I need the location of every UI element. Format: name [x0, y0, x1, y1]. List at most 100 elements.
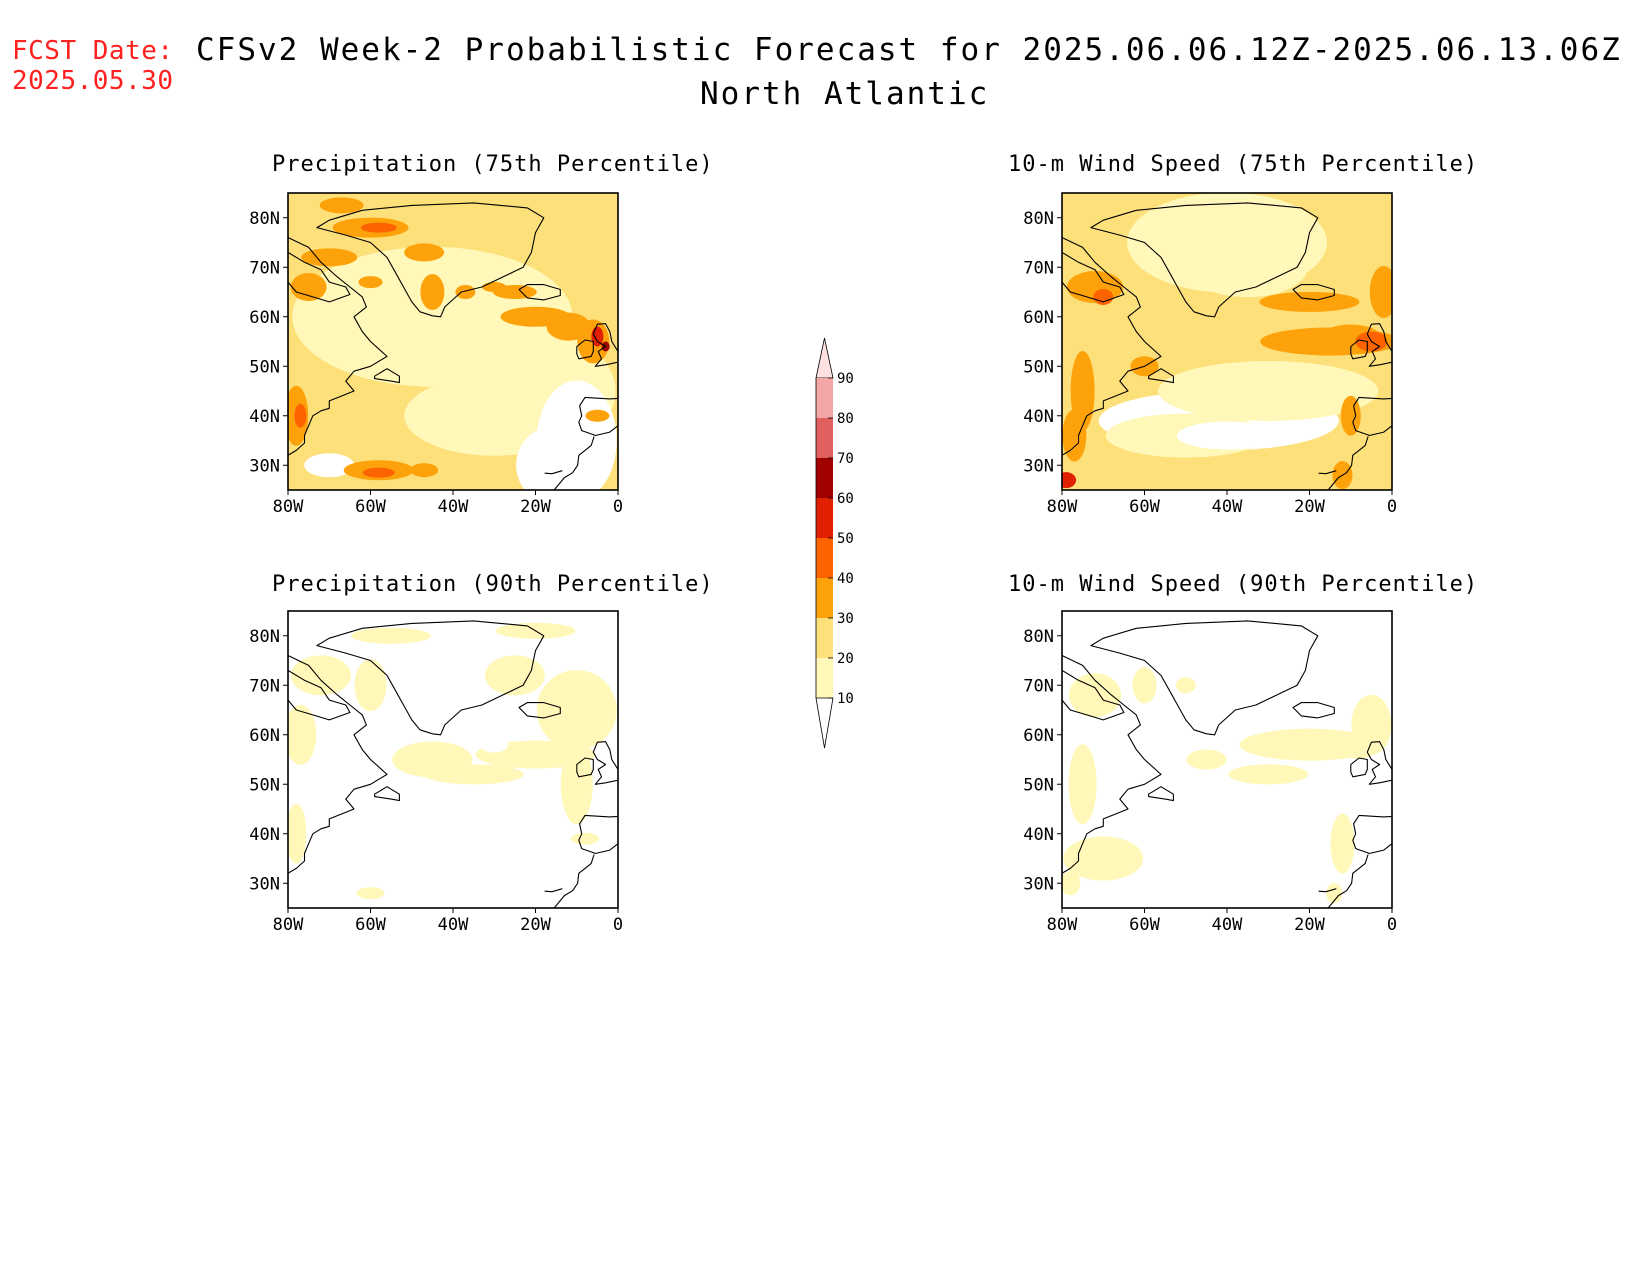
coastline-greenland: [316, 620, 545, 736]
probability-contour: [560, 744, 593, 825]
probability-contour: [1132, 667, 1157, 704]
coastline-baffin: [1062, 669, 1125, 721]
probability-contour: [354, 659, 387, 712]
coastline-ireland: [576, 339, 594, 360]
coastline-ireland: [1350, 339, 1368, 360]
lat-tick-label: 60N: [1023, 726, 1054, 746]
probability-contour: [571, 832, 599, 845]
probability-contour: [301, 248, 358, 267]
probability-contour: [410, 463, 439, 478]
coastline-canaries: [544, 470, 563, 475]
probability-contour: [358, 276, 383, 289]
coastline-africa: [553, 436, 595, 490]
probability-contour: [360, 222, 397, 233]
probability-contour: [1340, 395, 1361, 436]
coastline-iberia: [578, 396, 618, 437]
probability-contour: [420, 274, 445, 310]
colorbar-segment: [816, 418, 833, 458]
lat-tick-label: 80N: [249, 209, 280, 229]
probability-contour: [423, 764, 524, 785]
lat-tick-label: 70N: [249, 676, 280, 696]
probability-contour: [404, 243, 445, 262]
lon-tick-label: 0: [613, 497, 623, 517]
probability-contour: [362, 467, 395, 478]
coastline-ireland: [576, 757, 594, 778]
coastline-africa: [553, 854, 595, 908]
lat-tick-label: 80N: [249, 627, 280, 647]
lat-tick-label: 50N: [249, 775, 280, 795]
colorbar-tick-label: 80: [837, 411, 854, 427]
coastline-newfoundland: [1148, 786, 1174, 802]
probability-contour: [291, 655, 351, 696]
probability-contour: [1330, 813, 1355, 874]
coastline-newfoundland: [374, 786, 400, 802]
colorbar-segment: [816, 618, 833, 658]
colorbar-segment: [816, 538, 833, 578]
lat-tick-label: 40N: [1023, 825, 1054, 845]
probability-contour: [1369, 266, 1392, 318]
lat-tick-label: 30N: [1023, 456, 1054, 476]
probability-field: [288, 193, 618, 490]
coastline-iberia: [578, 814, 618, 855]
colorbar-tick-label: 40: [837, 571, 854, 587]
colorbar-lower-extension: [815, 697, 834, 749]
lon-tick-label: 60W: [1129, 497, 1160, 517]
probability-contour: [492, 285, 537, 299]
coastline-africa: [1327, 436, 1369, 490]
lat-tick-label: 60N: [249, 726, 280, 746]
colorbar-upper-extension: [815, 337, 834, 379]
lon-tick-label: 20W: [520, 497, 551, 517]
coastline-newfoundland: [374, 368, 400, 384]
probability-contour: [1158, 361, 1379, 421]
lon-tick-label: 80W: [273, 915, 304, 935]
coastline-britain: [592, 741, 618, 785]
page-subtitle: North Atlantic: [700, 76, 990, 112]
lon-tick-label: 20W: [520, 915, 551, 935]
lon-tick-label: 20W: [1294, 497, 1325, 517]
colorbar-segment: [816, 458, 833, 498]
colorbar-segment: [816, 658, 833, 698]
page-title: CFSv2 Week-2 Probabilistic Forecast for …: [196, 32, 1622, 68]
panel-title-precip-90: Precipitation (90th Percentile): [272, 572, 714, 597]
probability-contour: [1186, 749, 1227, 770]
probability-contour: [1062, 409, 1087, 462]
probability-field: [1062, 611, 1392, 908]
lon-tick-label: 60W: [1129, 915, 1160, 935]
coastline-ireland: [1350, 757, 1368, 778]
probability-contour: [1068, 744, 1097, 825]
probability-contour: [1326, 883, 1343, 904]
probability-contour: [319, 197, 364, 214]
lon-tick-label: 60W: [355, 915, 386, 935]
probability-contour: [480, 736, 509, 753]
colorbar-segment: [816, 498, 833, 538]
probability-contour: [1125, 292, 1206, 341]
lat-tick-label: 60N: [1023, 308, 1054, 328]
lat-tick-label: 70N: [1023, 258, 1054, 278]
lon-tick-label: 80W: [273, 497, 304, 517]
colorbar-segment: [816, 378, 833, 418]
coastline-greenland: [1090, 620, 1319, 736]
probability-contour: [1228, 764, 1309, 785]
map-precip-75th: 80N 70N 60N 50N 40N 30N 80W 60W 40W 20W 0: [249, 192, 623, 517]
probability-field: [1062, 193, 1392, 490]
lon-tick-label: 40W: [1212, 497, 1243, 517]
coastline-iberia: [1352, 396, 1392, 437]
panel-title-wind-90: 10-m Wind Speed (90th Percentile): [1008, 572, 1479, 597]
coastline-africa: [1327, 854, 1369, 908]
lon-tick-label: 60W: [355, 497, 386, 517]
probability-contour: [516, 425, 597, 490]
lat-tick-label: 40N: [1023, 407, 1054, 427]
probability-contour: [1062, 871, 1081, 896]
probability-contour: [294, 403, 307, 428]
lat-tick-label: 50N: [1023, 775, 1054, 795]
probability-contour: [304, 453, 355, 478]
coastline-north-america: [288, 655, 388, 874]
coastline-britain: [592, 323, 618, 367]
colorbar: 10 20 30 40 50 60 70 80 90: [815, 337, 854, 749]
probability-contour: [455, 285, 476, 299]
probability-contour: [1177, 421, 1277, 450]
probability-contour: [536, 670, 617, 750]
coastline-iberia: [1352, 814, 1392, 855]
lon-tick-label: 40W: [1212, 915, 1243, 935]
